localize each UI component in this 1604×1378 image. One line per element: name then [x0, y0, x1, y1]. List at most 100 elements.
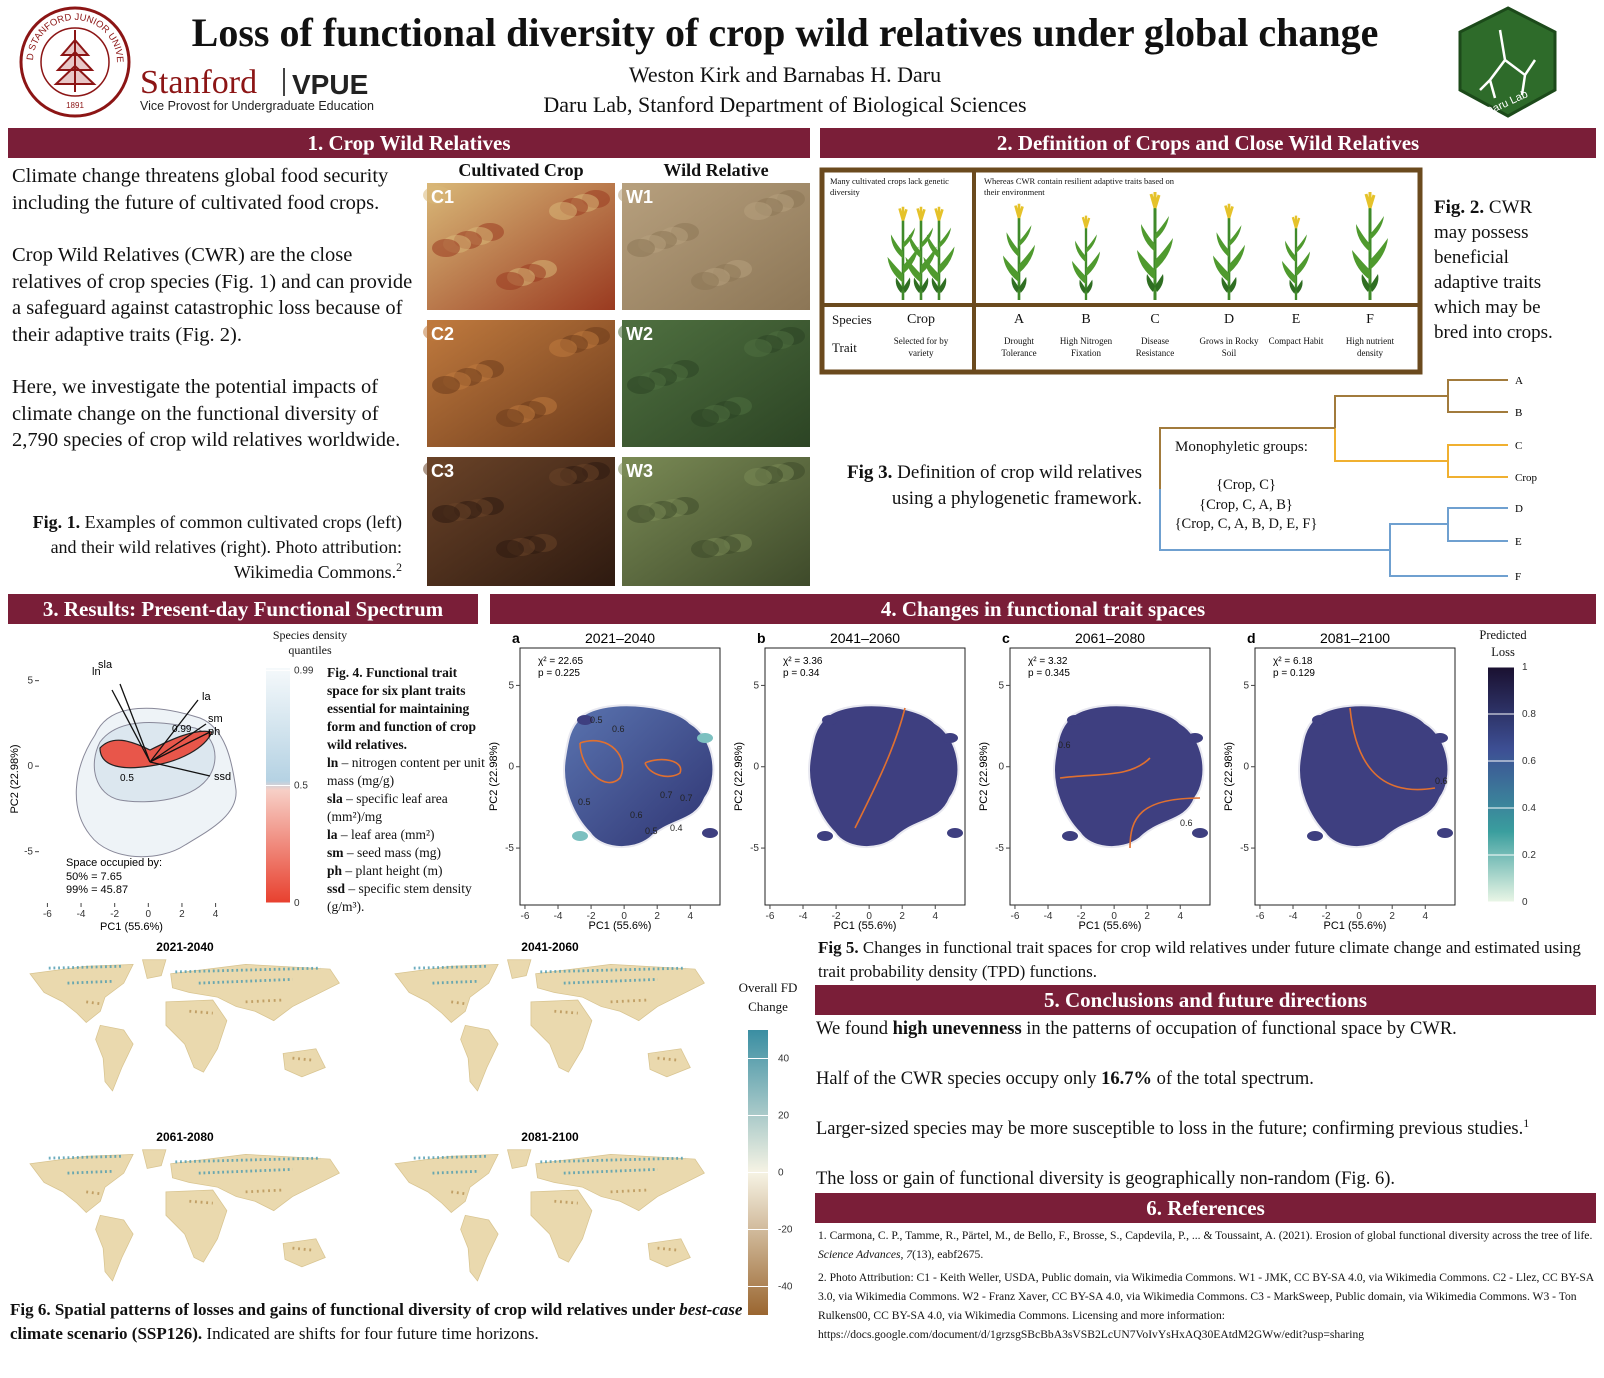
- colorbar-tick-label: 0.99: [294, 665, 314, 676]
- x-tick-label: -6: [766, 911, 775, 922]
- authors: Weston Kirk and Barnabas H. Daru: [628, 62, 942, 87]
- photo-texture: [423, 186, 451, 204]
- x-tick-label: -6: [1011, 911, 1020, 922]
- x-tick-label: -4: [799, 911, 808, 922]
- colorbar-tick-label: 0: [1522, 897, 1528, 908]
- y-tick-label: -5: [750, 843, 759, 854]
- text-run: Fig 6. Spatial patterns of losses and ga…: [10, 1300, 680, 1319]
- world-map: [393, 1148, 706, 1283]
- reference: 1. Carmona, C. P., Tamme, R., Pärtel, M.…: [818, 1226, 1598, 1264]
- chi-square: χ² = 3.36: [783, 656, 823, 667]
- panel-letter: a: [512, 630, 520, 646]
- species-name: A: [1013, 312, 1025, 327]
- vector-label: ssd: [214, 771, 231, 783]
- x-axis-label: PC1 (55.6%): [589, 920, 652, 932]
- panel-letter: d: [1247, 630, 1256, 646]
- unit-subtitle: Vice Provost for Undergraduate Education: [140, 99, 374, 113]
- x-tick-label: 4: [687, 911, 693, 922]
- species-trait: Grows in Rocky Soil: [1199, 336, 1259, 358]
- text-run: ln: [327, 755, 339, 770]
- column-header: Cultivated Crop: [458, 160, 584, 180]
- species-name: C: [1150, 312, 1160, 327]
- photo-texture: [549, 202, 577, 220]
- contour: [854, 707, 906, 829]
- contour: [579, 740, 682, 784]
- space-line: 50% = 7.65: [66, 871, 122, 883]
- text-run: sla: [327, 791, 343, 806]
- x-tick-label: -2: [587, 911, 596, 922]
- x-tick-label: 2: [654, 911, 660, 922]
- section-heading: 5. Conclusions and future directions: [815, 985, 1596, 1015]
- paragraph: The loss or gain of functional diversity…: [816, 1166, 1601, 1193]
- satellite-blob: [817, 831, 833, 841]
- world-map: [393, 958, 706, 1093]
- satellite-blob: [572, 831, 588, 841]
- y-tick-label: 5: [508, 680, 514, 691]
- colorbar-tick-label: 0.2: [1522, 850, 1536, 861]
- photo-texture: [691, 409, 719, 427]
- colorbar-tick-label: 0: [294, 898, 300, 909]
- trait-space: [563, 704, 718, 849]
- y-tick-label: 0: [1243, 762, 1249, 773]
- satellite-blob: [1192, 828, 1208, 838]
- x-tick-label: 4: [1422, 911, 1428, 922]
- fig5-caption: Fig 5. Changes in functional trait space…: [818, 936, 1588, 984]
- chi-square: χ² = 6.18: [1273, 656, 1313, 667]
- paragraph: Here, we investigate the potential impac…: [12, 376, 401, 451]
- colorbar-tick-label: -40: [778, 1282, 793, 1293]
- text-run: The loss or gain of functional diversity…: [816, 1169, 1396, 1189]
- trait-space: [808, 704, 963, 849]
- panel-title: 2021–2040: [585, 630, 655, 646]
- text-run: of the total spectrum.: [1152, 1069, 1314, 1089]
- x-tick-label: 0: [1111, 911, 1117, 922]
- p-value: p = 0.129: [1273, 668, 1315, 679]
- species-name: Crop: [907, 312, 935, 327]
- photo-texture: [627, 239, 655, 257]
- vector-label: sm: [208, 713, 223, 725]
- text-run: – specific stem density (g/m³).: [327, 881, 472, 914]
- colorbar-tick-label: 20: [778, 1111, 790, 1122]
- contour-label: 0.6: [630, 810, 643, 820]
- colorbar-tick-label: 1: [1522, 662, 1528, 673]
- column-header: Wild Relative: [663, 160, 769, 180]
- text-run: Fig. 1.: [32, 512, 81, 532]
- satellite-blob: [822, 715, 838, 725]
- x-tick-label: -4: [554, 911, 563, 922]
- fig4-caption: Fig. 4. Functional trait space for six p…: [327, 664, 485, 916]
- text-run: Half of the CWR species occupy only: [816, 1069, 1102, 1089]
- colorbar-tick-label: 0: [778, 1168, 784, 1179]
- poster-title: Loss of functional diversity of crop wil…: [191, 10, 1379, 55]
- colorbar: [1488, 667, 1514, 902]
- photo-texture: [627, 376, 655, 394]
- vector-label: la: [202, 691, 211, 703]
- text-run: in the patterns of occupation of functio…: [1021, 1019, 1457, 1039]
- panel-letter: b: [757, 630, 766, 646]
- y-axis-label: PC2 (22.98%): [9, 744, 21, 813]
- fig6-caption: Fig 6. Spatial patterns of losses and ga…: [10, 1298, 750, 1346]
- x-tick-label: 0: [866, 911, 872, 922]
- satellite-blob: [1187, 733, 1203, 743]
- colorbar-tick-label: 0.6: [1522, 756, 1536, 767]
- tip-label: A: [1515, 375, 1523, 387]
- x-tick-label: 2: [1389, 911, 1395, 922]
- fig1-caption: Fig. 1. Examples of common cultivated cr…: [14, 510, 402, 585]
- x-tick-label: -6: [1256, 911, 1265, 922]
- map-title: 2021-2040: [156, 940, 214, 954]
- text-run: CWR may possess beneficial adaptive trai…: [1434, 197, 1553, 343]
- text-run: Fig 5.: [818, 938, 859, 957]
- photo-texture: [691, 272, 719, 290]
- x-tick-label: 4: [213, 909, 219, 920]
- tip-label: C: [1515, 440, 1522, 452]
- panel-title: 2061–2080: [1075, 630, 1145, 646]
- reference: 2. Photo Attribution: C1 - Keith Weller,…: [818, 1268, 1598, 1344]
- text-run: 2. Photo Attribution: C1 - Keith Weller,…: [818, 1271, 1594, 1341]
- y-tick-label: 0: [998, 762, 1004, 773]
- x-axis-label: PC1 (55.6%): [1079, 920, 1142, 932]
- colorbar-tick-label: -20: [778, 1225, 793, 1236]
- photo-texture: [618, 186, 646, 204]
- contour-label: 0.5: [120, 773, 134, 784]
- text-run: – nitrogen content per unit mass (mg/g): [327, 755, 485, 788]
- x-tick-label: 4: [932, 911, 938, 922]
- y-tick-label: 5: [1243, 680, 1249, 691]
